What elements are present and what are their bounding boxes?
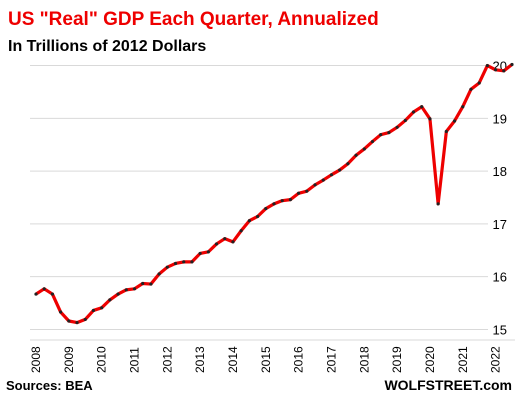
data-point: [149, 282, 153, 286]
data-point: [42, 287, 46, 291]
data-point: [469, 87, 473, 91]
data-point: [280, 199, 284, 203]
data-point: [165, 265, 169, 269]
data-point: [477, 81, 481, 85]
data-point: [297, 191, 301, 195]
data-point: [264, 206, 268, 211]
data-point: [223, 237, 227, 241]
data-point: [157, 272, 161, 276]
x-tick-label: 2015: [259, 346, 273, 373]
data-point: [182, 260, 186, 264]
data-point: [190, 260, 194, 264]
data-point: [239, 229, 243, 233]
data-point: [132, 287, 137, 291]
y-tick-label: 15: [493, 322, 507, 337]
credit: WOLFSTREET.com: [384, 377, 512, 393]
x-tick-label: 2008: [29, 346, 43, 373]
data-point: [493, 68, 498, 72]
data-point: [59, 310, 63, 314]
chart-title: US "Real" GDP Each Quarter, Annualized: [8, 9, 379, 30]
data-point: [288, 198, 293, 202]
x-tick-label: 2018: [357, 346, 371, 373]
x-tick-label: 2011: [127, 347, 141, 373]
x-tick-label: 2009: [62, 346, 76, 373]
data-point: [403, 118, 407, 123]
x-tick-label: 2012: [160, 346, 174, 373]
y-tick-label: 16: [493, 270, 507, 285]
data-point: [338, 168, 342, 172]
data-point: [346, 162, 350, 166]
y-tick-label: 18: [493, 164, 507, 179]
data-point: [329, 173, 334, 177]
y-tick-label: 19: [493, 111, 507, 126]
data-point: [420, 105, 424, 109]
data-point: [510, 62, 514, 67]
x-tick-label: 2010: [95, 346, 109, 373]
chart-subtitle: In Trillions of 2012 Dollars: [8, 38, 206, 55]
x-tick-label: 2022: [489, 346, 503, 373]
data-point: [206, 250, 210, 254]
x-tick-label: 2016: [292, 346, 306, 373]
data-point: [411, 110, 416, 114]
data-point: [354, 153, 358, 157]
data-point: [387, 130, 391, 135]
data-point: [116, 292, 120, 296]
data-point: [83, 317, 87, 322]
source: Sources: BEA: [6, 378, 93, 393]
x-tick-label: 2021: [456, 346, 470, 373]
data-point: [362, 147, 366, 151]
data-point: [141, 281, 145, 286]
data-point: [313, 183, 317, 187]
data-point: [452, 119, 457, 123]
data-point: [321, 178, 325, 182]
data-point: [272, 202, 276, 206]
data-point: [255, 214, 260, 219]
data-point: [198, 251, 202, 256]
data-point: [67, 319, 71, 323]
data-point: [444, 129, 448, 134]
data-point: [502, 69, 506, 73]
data-point: [436, 202, 440, 206]
data-point: [247, 219, 251, 223]
data-point: [75, 320, 79, 325]
data-point: [395, 125, 399, 129]
x-tick-label: 2020: [423, 346, 437, 373]
x-tick-label: 2017: [324, 346, 338, 373]
data-point: [50, 292, 55, 296]
data-point: [231, 240, 235, 244]
data-point: [485, 63, 489, 68]
data-point: [370, 139, 375, 144]
x-tick-label: 2014: [226, 346, 240, 373]
data-point: [379, 133, 383, 137]
data-point: [34, 292, 38, 296]
data-point: [461, 105, 465, 109]
data-point: [173, 261, 178, 266]
data-point: [305, 189, 309, 193]
line-series: [35, 63, 513, 325]
x-tick-label: 2019: [390, 346, 404, 373]
x-tick-label: 2013: [193, 346, 207, 373]
y-tick-label: 17: [493, 217, 507, 232]
data-point: [91, 308, 96, 313]
data-point: [214, 242, 219, 246]
data-point: [124, 288, 128, 292]
data-point: [428, 117, 432, 121]
data-point: [100, 306, 104, 310]
data-point: [108, 298, 112, 302]
